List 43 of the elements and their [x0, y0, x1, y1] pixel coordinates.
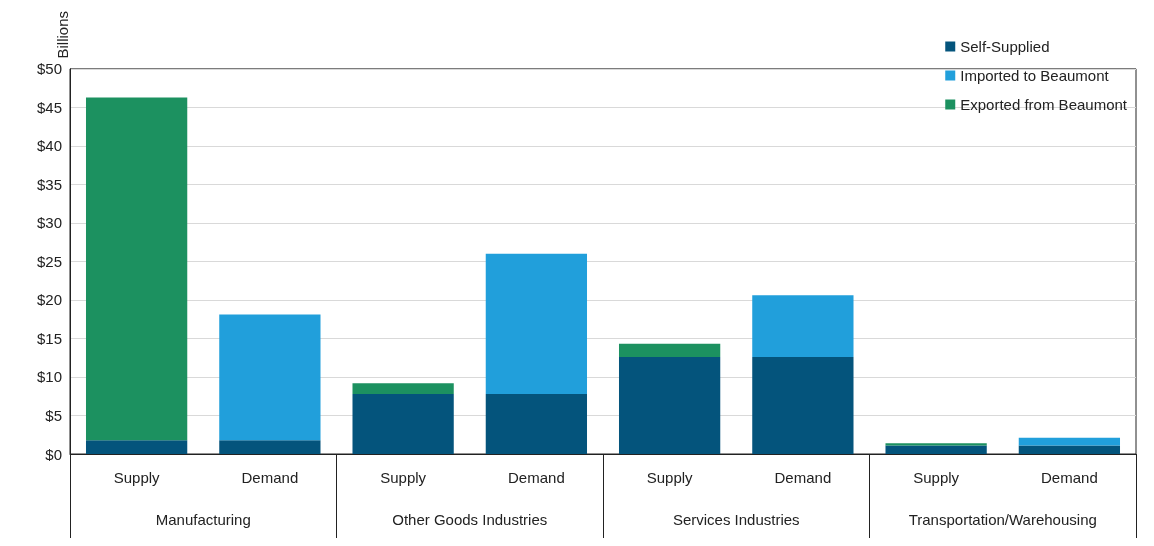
legend-label: Imported to Beaumont [960, 67, 1110, 84]
bar [219, 440, 321, 454]
text: Other Goods Industries [392, 511, 548, 528]
bar [618, 343, 721, 357]
bar [485, 393, 588, 454]
bar [85, 97, 188, 441]
legend-label: Exported from Beaumont [960, 96, 1128, 113]
x-tick-label: Demand [774, 469, 832, 486]
text: Transportation/Warehousing [908, 511, 1097, 528]
text: Manufacturing [155, 511, 251, 528]
bar [752, 356, 854, 454]
y-tick-label: $40 [36, 137, 62, 155]
bar [352, 393, 454, 454]
x-tick-label: Demand [508, 469, 565, 486]
y-tick-label: $0 [45, 445, 62, 463]
x-tick-label: Supply [913, 469, 960, 486]
x-tick-label: Demand [1041, 469, 1098, 486]
y-axis-title: Billions [54, 11, 71, 59]
bar [1018, 437, 1121, 446]
bar [618, 356, 721, 454]
bar [352, 383, 454, 394]
x-tick-label: Supply [113, 469, 161, 486]
y-tick-label: $15 [36, 329, 62, 347]
text: Services Industries [672, 511, 800, 528]
x-tick-label: Supply [646, 469, 694, 486]
y-tick-label: $35 [36, 175, 62, 193]
bar [219, 314, 321, 441]
bar [485, 253, 588, 394]
y-tick-label: $20 [36, 291, 62, 309]
y-tick-label: $10 [36, 368, 62, 386]
y-tick-label: $50 [36, 60, 62, 78]
bar [1018, 445, 1121, 454]
y-tick-label: $5 [45, 406, 62, 424]
y-tick-label: $45 [36, 98, 62, 116]
legend-label: Self-Supplied [960, 38, 1050, 55]
bar [85, 440, 188, 454]
x-tick-label: Demand [241, 469, 299, 486]
bar [885, 443, 987, 446]
y-tick-label: $25 [36, 252, 62, 270]
x-tick-label: Supply [380, 469, 427, 486]
bar [752, 295, 854, 357]
y-tick-label: $30 [36, 214, 62, 232]
bar [885, 445, 987, 454]
